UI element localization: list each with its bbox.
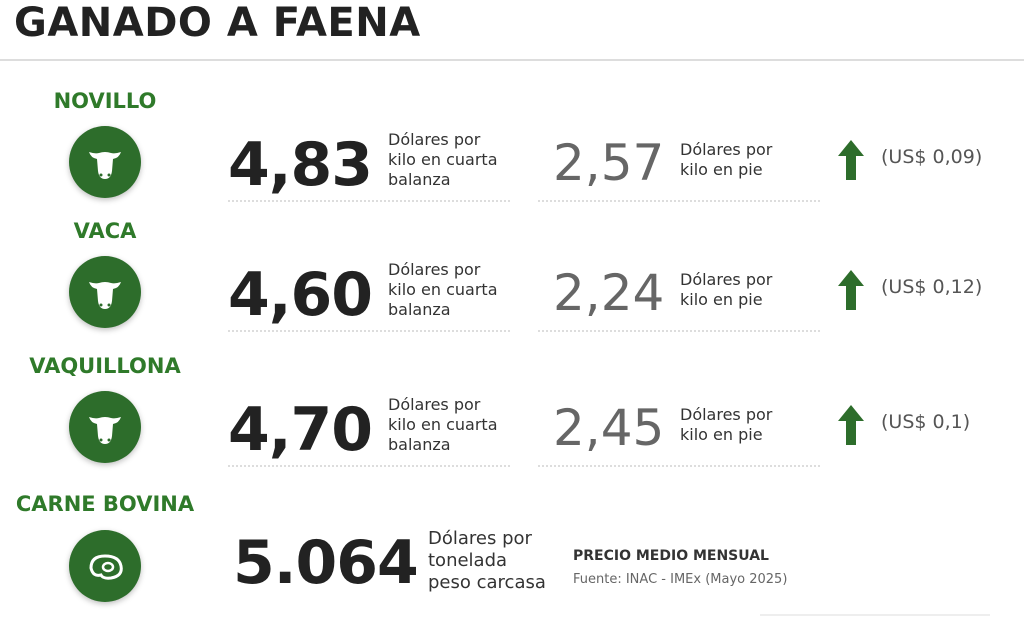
up-arrow [836, 140, 866, 180]
cow-icon [89, 417, 121, 444]
dotted-rule [538, 330, 820, 332]
page-title: GANADO A FAENA [14, 0, 421, 46]
icon-circle [69, 256, 141, 328]
main-value: 4,60 [228, 260, 373, 330]
second-value: 2,45 [553, 399, 665, 457]
divider [0, 59, 1024, 61]
main-unit: Dólares por [388, 260, 481, 279]
up-arrow [836, 405, 866, 445]
cow-icon [89, 152, 121, 179]
second-unit: kilo en pie [680, 425, 763, 444]
bottom-rule [760, 614, 990, 616]
change: (US$ 0,1) [881, 411, 971, 433]
second-unit: kilo en pie [680, 290, 763, 309]
main-unit: tonelada [428, 550, 508, 571]
row-label: NOVILLO [53, 89, 157, 113]
icon-circle [69, 126, 141, 198]
up-arrow [836, 270, 866, 310]
main-unit: peso carcasa [428, 572, 546, 593]
cow-icon [89, 282, 121, 309]
row-label: VAQUILLONA [29, 354, 181, 378]
source: Fuente: INAC - IMEx (Mayo 2025) [573, 572, 788, 587]
main-value: 5.064 [233, 528, 419, 598]
main-unit: kilo en cuarta [388, 415, 498, 434]
second-value: 2,57 [553, 134, 665, 192]
row-label: VACA [73, 219, 137, 243]
main-value: 4,83 [228, 130, 373, 200]
change: (US$ 0,12) [881, 276, 983, 298]
second-value: 2,24 [553, 264, 665, 322]
second-unit: Dólares por [680, 405, 773, 424]
main-unit: balanza [388, 300, 451, 319]
dotted-rule [228, 200, 510, 202]
main-unit: Dólares por [388, 395, 481, 414]
main-unit: balanza [388, 170, 451, 189]
second-unit: kilo en pie [680, 160, 763, 179]
main-unit: Dólares por [388, 130, 481, 149]
dotted-rule [228, 465, 510, 467]
second-unit: Dólares por [680, 270, 773, 289]
dotted-rule [538, 465, 820, 467]
row-label: CARNE BOVINA [15, 492, 195, 516]
dotted-rule [538, 200, 820, 202]
main-unit: balanza [388, 435, 451, 454]
icon-circle [69, 391, 141, 463]
change: (US$ 0,09) [881, 146, 983, 168]
steak-icon [89, 554, 123, 580]
icon-circle [69, 530, 141, 602]
note-title: PRECIO MEDIO MENSUAL [573, 548, 769, 564]
second-unit: Dólares por [680, 140, 773, 159]
main-unit: kilo en cuarta [388, 150, 498, 169]
main-value: 4,70 [228, 395, 373, 465]
main-unit: Dólares por [428, 528, 532, 549]
main-unit: kilo en cuarta [388, 280, 498, 299]
dotted-rule [228, 330, 510, 332]
